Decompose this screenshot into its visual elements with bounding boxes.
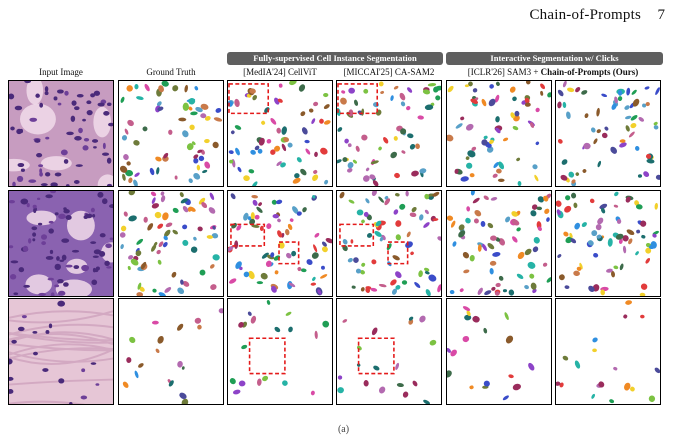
panel-row2-input-image [8, 190, 114, 297]
group-label-supervised: Fully-supervised Cell Instance Segmentat… [227, 52, 443, 65]
column-header-ground-truth: Ground Truth [146, 67, 196, 77]
highlight-box [337, 83, 379, 115]
panel-row2-ours [555, 190, 661, 297]
panel-row1-cellvit [227, 80, 333, 187]
column-header-ours: [ICLR'26] SAM3 + Chain-of-Prompts (Ours) [442, 66, 664, 78]
page-header: Chain-of-Prompts 7 [0, 7, 687, 29]
highlight-box [230, 223, 266, 247]
panel-row3-ca-sam2 [336, 298, 442, 405]
highlight-box [228, 83, 270, 115]
panel-row3-cellvit [227, 298, 333, 405]
panel-row1-ours [555, 80, 661, 187]
highlight-box [357, 337, 395, 375]
panel-row1-sam3 [446, 80, 552, 187]
column-header-cellvit: [MedIA'24] CellViT [243, 67, 317, 77]
panel-row2-cellvit [227, 190, 333, 297]
panel-row2-sam3 [446, 190, 552, 297]
running-title: Chain-of-Prompts [529, 7, 641, 23]
panel-row1-ca-sam2 [336, 80, 442, 187]
panel-row3-ground-truth [118, 298, 224, 405]
panel-row2-ca-sam2 [336, 190, 442, 297]
column-header-ours-prefix: [ICLR'26] SAM3 + [467, 67, 541, 77]
page-number: 7 [657, 7, 666, 23]
panel-row1-ground-truth [118, 80, 224, 187]
column-header-ours-method: Chain-of-Prompts (Ours) [540, 67, 639, 77]
column-header-input-image: Input Image [39, 67, 83, 77]
group-label-interactive: Interactive Segmentation w/ Clicks [446, 52, 663, 65]
column-header-ca-sam2: [MICCAI'25] CA-SAM2 [343, 67, 435, 77]
panel-row3-sam3 [446, 298, 552, 405]
panel-row1-input-image [8, 80, 114, 187]
panel-row3-ours [555, 298, 661, 405]
highlight-box [248, 337, 286, 375]
panel-row3-input-image [8, 298, 114, 405]
caption-fragment: (a) [337, 424, 350, 435]
panel-row2-ground-truth [118, 190, 224, 297]
